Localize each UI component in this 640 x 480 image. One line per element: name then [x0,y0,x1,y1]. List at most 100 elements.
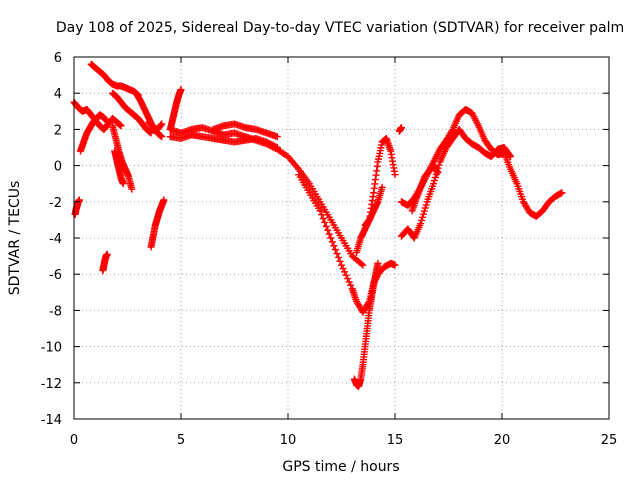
data-point [147,129,155,137]
data-point [339,265,347,273]
series-drop-arc-e [111,147,127,188]
series-recovery-l [352,134,399,256]
series-isolated-n [395,124,405,135]
data-point [558,189,566,197]
data-point [417,220,425,228]
y-tick-label: -8 [49,304,62,319]
x-tick-label: 15 [387,433,404,448]
data-point [158,120,166,128]
y-tick-label: -6 [49,268,62,283]
series-mid-arc-c [109,89,155,137]
y-tick-label: -10 [41,341,62,356]
series-recovery-m [361,183,386,229]
chart-title: Day 108 of 2025, Sidereal Day-to-day VTE… [56,20,624,36]
data-point [391,171,399,179]
data-point [272,143,280,151]
data-point [331,246,339,254]
data-point [263,138,271,146]
data-point [397,124,405,132]
x-tick-label: 20 [494,433,511,448]
data-point [327,234,335,242]
data-point [273,133,281,141]
data-point [270,142,278,150]
data-point [420,207,428,215]
data-point [422,201,430,209]
y-tick-label: 2 [54,123,62,138]
y-tick-label: 4 [54,87,62,102]
y-tick-label: 0 [54,160,62,175]
series-early-arc-b [76,111,110,155]
data-point [434,169,442,177]
data-point [374,259,382,267]
series-plateau-a [166,124,367,269]
y-tick-label: -14 [41,413,62,428]
data-point [321,218,329,226]
data-point [421,204,429,212]
data-point [128,185,136,193]
y-tick-label: -4 [49,232,62,247]
data-point [324,226,332,234]
series-plateau-b [166,131,281,151]
data-point [338,261,345,269]
data-point [391,261,399,269]
data-point [318,211,326,219]
data-point [177,86,185,94]
data-point [117,122,125,130]
data-point [359,261,367,269]
data-point [322,222,330,230]
x-tick-label: 0 [70,433,78,448]
data-point [506,151,514,159]
grid [74,57,609,419]
series-left-edge-short [71,196,83,218]
data-point [378,183,386,191]
x-axis-label: GPS time / hours [282,459,399,475]
data-point [160,196,168,204]
data-point [357,260,365,268]
x-tick-label: 5 [177,433,185,448]
x-tick-label: 25 [601,433,618,448]
data-point [325,230,333,238]
data-point [264,139,272,147]
data-point [333,250,341,258]
data-point [158,133,166,141]
data-point [418,216,426,224]
data-point [419,210,427,218]
data-point [431,173,439,181]
y-tick-label: 6 [54,51,62,66]
data-point [336,257,344,265]
x-tick-label: 10 [280,433,297,448]
y-tick-label: -2 [49,196,62,211]
series-deep-dip-k [350,259,382,390]
data-point [419,213,427,221]
series-low-short [99,250,111,275]
data-point [75,196,83,204]
data-point [342,271,350,279]
data-point [330,242,338,250]
data-point [328,238,336,246]
data-point [319,215,327,223]
data-point [273,144,281,151]
series-rise-arc-f [147,196,168,251]
data-point [344,275,352,283]
series-peak-arc-i [166,86,185,133]
data-point [102,116,110,124]
data-point [345,278,353,286]
data-point [507,153,515,161]
data-point [430,177,438,185]
y-tick-label: -12 [41,377,62,392]
data-point [341,268,349,276]
series-late-arc-p [397,125,515,242]
data-point [347,281,355,289]
data-point [103,250,111,258]
data-point [448,127,456,135]
data-point [316,207,324,215]
series-late-arc-o [397,105,566,220]
series-late-arc-q [408,162,442,215]
series-dip-arc-j [295,171,399,316]
data-points [70,60,566,390]
y-axis-label: SDTVAR / TECUs [7,181,23,296]
data-point [430,180,438,188]
axis-ticks: 0 5 10 15 20 25 -14 -12 -10 -8 -6 -4 -2 0 2 4 6 [41,51,618,448]
series-plateau-c [209,120,281,141]
